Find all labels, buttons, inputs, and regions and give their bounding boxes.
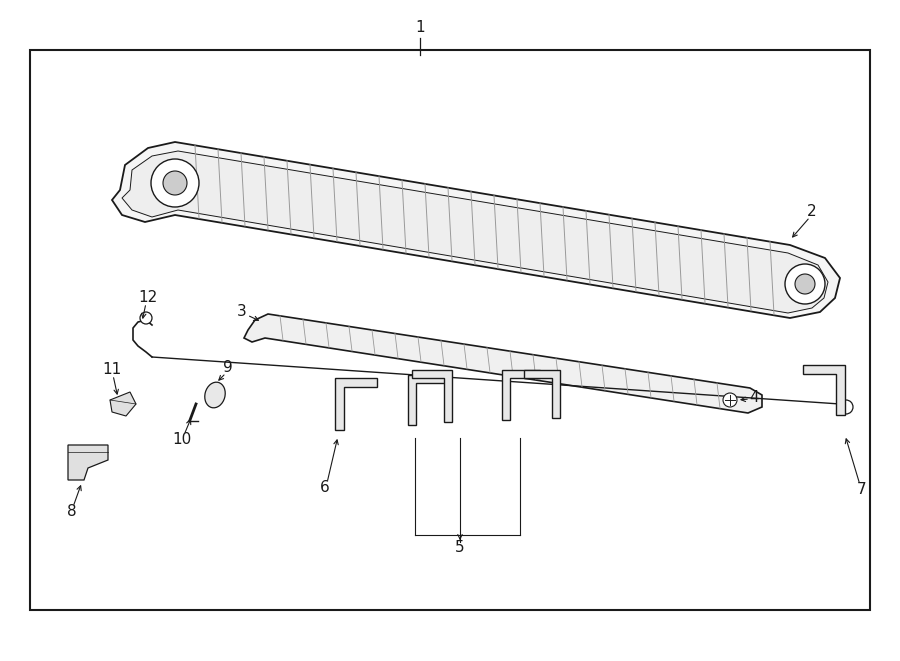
Polygon shape [68,445,108,480]
Ellipse shape [205,382,225,408]
Circle shape [785,264,825,304]
Text: 10: 10 [173,432,192,447]
Circle shape [839,400,853,414]
Circle shape [795,274,815,294]
Text: 1: 1 [415,20,425,36]
Polygon shape [110,392,136,416]
Text: 2: 2 [807,204,817,219]
Text: 8: 8 [68,504,76,520]
Text: 3: 3 [237,305,247,319]
Text: 6: 6 [320,481,330,496]
Polygon shape [244,314,762,413]
Polygon shape [803,365,845,415]
Polygon shape [408,375,446,425]
Polygon shape [524,370,560,418]
Polygon shape [112,142,840,318]
Polygon shape [502,370,540,420]
Text: 9: 9 [223,360,233,375]
Bar [30,50,870,610]
Polygon shape [412,370,452,422]
Text: 12: 12 [139,290,158,305]
Text: 5: 5 [455,541,464,555]
Circle shape [140,312,152,324]
Polygon shape [335,378,377,430]
Polygon shape [122,151,828,313]
Text: 4: 4 [749,391,759,405]
Circle shape [723,393,737,407]
Text: 11: 11 [103,362,122,377]
Text: 7: 7 [857,483,867,498]
Circle shape [163,171,187,195]
Circle shape [151,159,199,207]
